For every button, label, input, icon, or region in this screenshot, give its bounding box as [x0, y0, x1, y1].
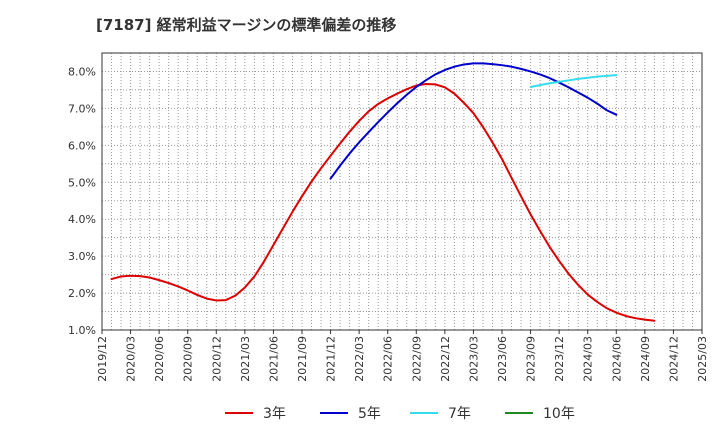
legend-label: 10年: [543, 406, 575, 422]
y-tick-label: 6.0%: [68, 139, 96, 152]
x-tick-label: 2023/03: [467, 336, 480, 382]
x-tick-label: 2021/09: [296, 336, 309, 382]
y-tick-label: 8.0%: [68, 65, 96, 78]
series-line-2: [529, 74, 618, 88]
x-tick-label: 2024/09: [639, 336, 652, 382]
x-tick-label: 2020/12: [210, 336, 223, 382]
x-tick-label: 2023/09: [525, 336, 538, 382]
series-line-0: [110, 83, 656, 322]
x-tick-label: 2024/06: [610, 336, 623, 382]
x-tick-label: 2022/12: [439, 336, 452, 382]
x-tick-label: 2023/06: [496, 336, 509, 382]
x-tick-label: 2025/03: [696, 336, 709, 382]
y-tick-label: 4.0%: [68, 213, 96, 226]
x-tick-label: 2021/06: [267, 336, 280, 382]
x-tick-label: 2020/09: [182, 336, 195, 382]
y-tick-label: 2.0%: [68, 287, 96, 300]
x-tick-label: 2022/03: [353, 336, 366, 382]
y-tick-label: 1.0%: [68, 324, 96, 337]
plot-area: [102, 53, 702, 330]
x-tick-label: 2024/03: [582, 336, 595, 382]
legend-label: 3年: [263, 406, 286, 422]
x-tick-label: 2020/03: [125, 336, 138, 382]
legend-label: 5年: [358, 406, 381, 422]
legend-label: 7年: [448, 406, 471, 422]
x-tick-label: 2023/12: [553, 336, 566, 382]
x-tick-label: 2022/06: [382, 336, 395, 382]
x-tick-label: 2024/12: [667, 336, 680, 382]
plot-frame: [101, 52, 703, 331]
x-tick-label: 2020/06: [153, 336, 166, 382]
y-tick-label: 5.0%: [68, 176, 96, 189]
y-tick-label: 7.0%: [68, 102, 96, 115]
x-tick-label: 2019/12: [96, 336, 109, 382]
x-tick-label: 2021/03: [239, 336, 252, 382]
series-line-1: [329, 62, 618, 180]
x-tick-label: 2021/12: [325, 336, 338, 382]
chart-title: [7187] 経常利益マージンの標準偏差の推移: [96, 16, 397, 34]
x-tick-label: 2022/09: [410, 336, 423, 382]
y-tick-label: 3.0%: [68, 250, 96, 263]
